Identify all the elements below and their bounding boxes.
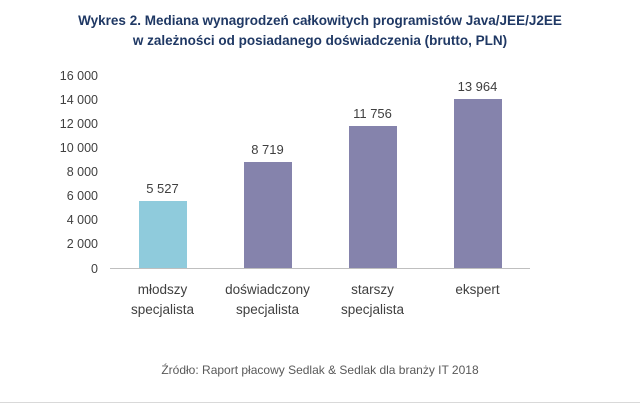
bar (138, 200, 187, 268)
source-caption: Źródło: Raport płacowy Sedlak & Sedlak d… (161, 363, 479, 378)
bar-chart: 0 2 000 4 000 6 000 8 000 10 000 12 000 14 000 1… (38, 69, 640, 276)
bar-value-label: 11 756 (353, 105, 392, 121)
x-axis-labels: młodszy specjalista doświadczony specjali… (110, 280, 530, 322)
y-tick-label: 14 000 (59, 92, 98, 107)
bar-group: 5 527 (115, 181, 211, 268)
chart-title-line2: w zależności od posiadanego doświadczeni… (132, 33, 508, 49)
bar (453, 99, 502, 268)
bar-group: 8 719 (220, 142, 316, 268)
y-tick-label: 8 000 (66, 165, 98, 179)
bar-value-label: 13 964 (457, 79, 498, 95)
bar (348, 125, 397, 268)
x-axis-category-label: starszy specjalista (340, 281, 405, 318)
bar (243, 162, 292, 268)
plot-area: 5 527 8 719 11 756 13 964 (110, 76, 530, 269)
x-axis-category-label: młodszy specjalista (130, 281, 195, 318)
y-tick-label: 10 000 (59, 140, 98, 155)
bar-value-label: 5 527 (146, 180, 179, 196)
bar-group: 13 964 (430, 79, 526, 268)
chart-title-line1: Wykres 2. Mediana wynagrodzeń całkowityc… (78, 13, 562, 28)
y-axis: 0 2 000 4 000 6 000 8 000 10 000 12 000 14 000 1… (38, 69, 110, 276)
y-tick-label: 2 000 (66, 237, 98, 252)
y-tick-label: 4 000 (66, 213, 98, 228)
y-tick-label: 6 000 (66, 189, 98, 204)
chart-title: Wykres 2. Mediana wynagrodzeń całkowityc… (0, 0, 640, 52)
x-axis-category-label: ekspert (455, 281, 500, 297)
bar-group: 11 756 (325, 106, 421, 268)
x-axis-category-label: doświadczony specjalista (225, 281, 310, 318)
y-tick-label: 12 000 (59, 116, 98, 131)
bar-value-label: 8 719 (251, 142, 284, 158)
y-tick-label: 0 (91, 261, 98, 276)
y-tick-label: 16 000 (59, 68, 98, 83)
